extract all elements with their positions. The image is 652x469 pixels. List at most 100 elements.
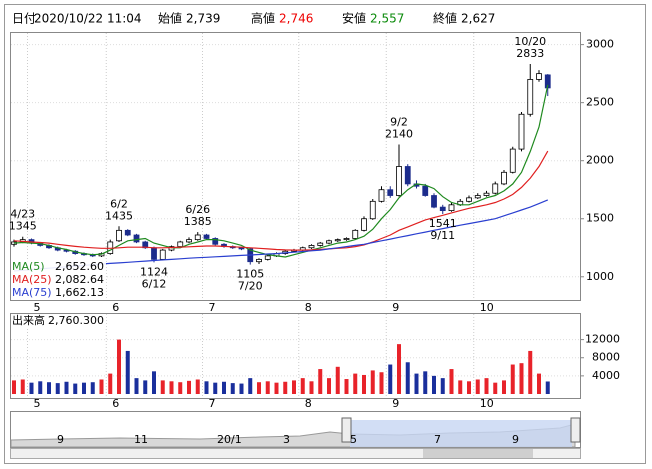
navigator-label: 20/1 — [217, 433, 242, 446]
legend-name: MA(25) — [12, 273, 52, 286]
candle-body — [308, 245, 315, 249]
volume-bar — [484, 378, 489, 394]
annotation-date: 7/20 — [238, 280, 263, 293]
candle-body — [238, 247, 245, 250]
scrollbar[interactable] — [10, 448, 581, 459]
volume-bar — [309, 381, 314, 394]
navigator-label: 9 — [512, 433, 519, 446]
candle-body — [116, 229, 122, 242]
candle-body — [203, 234, 210, 239]
candle-body — [483, 192, 490, 196]
volume-bar — [125, 350, 130, 394]
volume-title: 出来高 — [12, 313, 45, 327]
volume-bar — [440, 378, 445, 394]
close: 2,627 — [461, 12, 495, 26]
legend-value: 2,652.60 — [55, 260, 104, 273]
candle-body — [501, 171, 507, 185]
candle-body — [378, 189, 385, 202]
volume-bar — [318, 369, 323, 394]
x-tick-label: 9 — [392, 301, 399, 314]
volume-bar — [467, 381, 471, 394]
volume-bar — [265, 381, 270, 394]
volume-bar — [239, 383, 244, 394]
y-tick-label: 12000 — [585, 333, 620, 346]
scrollbar-thumb[interactable] — [423, 449, 533, 458]
navigator-label: 5 — [350, 433, 357, 446]
volume-bar — [292, 380, 296, 394]
y-tick-label: 1000 — [586, 270, 614, 283]
candle-body — [177, 241, 184, 248]
x-tick-label: 10 — [480, 301, 494, 314]
navigator-label: 11 — [134, 433, 148, 446]
volume-bar — [519, 363, 524, 394]
candle-body — [396, 166, 402, 196]
candle-body — [361, 218, 367, 231]
candle-body — [343, 238, 350, 241]
volume-bar — [274, 382, 279, 394]
candle-body — [317, 242, 324, 246]
volume-bar — [29, 382, 34, 394]
header: 日付 2020/10/22 11:04 始値 2,739 高値 2,746 安値… — [12, 11, 495, 26]
volume-bar — [300, 378, 305, 394]
annotation-value: 1435 — [105, 209, 133, 222]
volume-bar — [169, 381, 174, 394]
annotation-value: 2833 — [516, 47, 544, 60]
volume-bar — [257, 382, 261, 394]
volume-bar — [160, 380, 165, 394]
volume-bar — [143, 380, 148, 394]
volume-bar — [475, 379, 480, 394]
volume-bar — [187, 380, 191, 394]
volume-bar — [528, 350, 533, 394]
y-tick-label: 3000 — [586, 38, 614, 51]
date-label: 日付 — [12, 12, 36, 26]
annotation-date: 6/2 — [110, 197, 128, 210]
candle-body — [387, 189, 394, 196]
x-tick-label: 6 — [112, 397, 119, 410]
volume-bar — [204, 381, 209, 394]
volume-bar — [152, 371, 156, 394]
candle-body — [439, 206, 446, 212]
annotation-value: 2140 — [385, 127, 413, 140]
annotation-value: 1105 — [236, 268, 264, 281]
annotation-value: 1385 — [184, 215, 212, 228]
volume-bar — [537, 373, 541, 394]
legend-value: 1,662.13 — [55, 286, 104, 299]
volume-bar — [405, 362, 410, 394]
volume-bar — [230, 383, 235, 394]
annotation-date: 6/12 — [142, 277, 167, 290]
x-tick-label: 10 — [480, 397, 494, 410]
volume-bar — [379, 372, 384, 394]
y-tick-label: 1500 — [586, 212, 614, 225]
candle-body — [326, 240, 332, 244]
navigator-handle[interactable] — [570, 417, 581, 443]
navigator-handle[interactable] — [341, 417, 352, 443]
candle-body — [186, 239, 192, 243]
x-tick-label: 7 — [209, 397, 216, 410]
candle-body — [536, 73, 542, 80]
candle-body — [159, 249, 166, 260]
navigator-label: 7 — [434, 433, 441, 446]
candle-body — [527, 79, 534, 115]
open-label: 始値 — [158, 11, 182, 26]
navigator-label: 3 — [283, 433, 290, 446]
low-label: 安値 — [342, 11, 366, 26]
volume-bar — [353, 373, 358, 394]
navigator-label: 9 — [57, 433, 64, 446]
candle-body — [352, 229, 359, 239]
volume-bar — [510, 364, 515, 394]
volume-bar — [493, 382, 498, 394]
volume-bar — [195, 379, 200, 394]
annotation-date: 9/2 — [390, 115, 408, 128]
y-tick-label: 4000 — [592, 369, 620, 382]
volume-last: 2,760.300 — [48, 314, 104, 327]
high: 2,746 — [279, 12, 313, 26]
volume-bar — [99, 379, 104, 394]
volume-bar — [117, 339, 121, 394]
volume-bar — [423, 371, 428, 394]
legend-value: 2,082.64 — [55, 273, 104, 286]
legend-box — [11, 260, 106, 300]
annotation-date: 6/26 — [185, 203, 210, 216]
volume-bar — [178, 382, 183, 394]
volume-bar — [82, 382, 86, 394]
